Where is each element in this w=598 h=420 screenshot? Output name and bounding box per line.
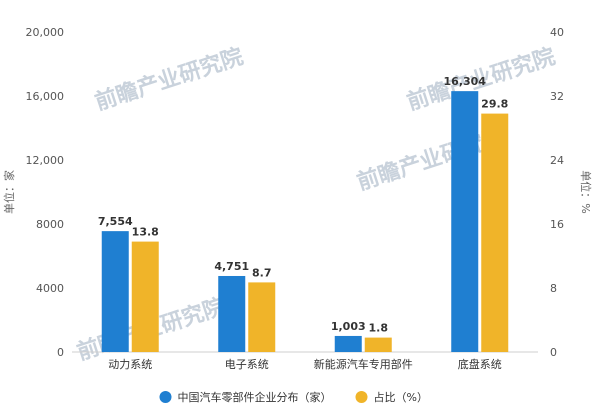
- legend-marker[interactable]: [355, 391, 368, 403]
- y-left-tick-label: 20,000: [26, 26, 65, 39]
- y-left-tick-label: 0: [57, 346, 64, 359]
- data-label: 7,554: [98, 215, 133, 228]
- data-label: 13.8: [132, 226, 159, 239]
- bar-share[interactable]: [364, 337, 392, 352]
- y-left-axis-title: 单位：家: [2, 170, 16, 214]
- y-left-tick-label: 12,000: [26, 154, 65, 167]
- y-right-tick-label: 32: [550, 90, 564, 103]
- y-left-tick-label: 16,000: [26, 90, 65, 103]
- axes: 0 4000 8000 12,000 16,000 20,000 0 8 16 24 32 40 单位：…: [2, 26, 593, 371]
- legend: 中国汽车零部件企业分布（家） 占比（%）: [159, 390, 428, 404]
- bar-share[interactable]: [481, 113, 509, 352]
- legend-label[interactable]: 占比（%）: [374, 390, 428, 404]
- bar-count[interactable]: [334, 335, 362, 352]
- data-label: 16,304: [444, 75, 487, 88]
- data-labels: 7,554 4,751 1,003 16,304 13.8 8.7 1.8 29.8: [98, 75, 508, 334]
- y-left-tick-label: 8000: [36, 218, 64, 231]
- data-label: 4,751: [214, 260, 249, 273]
- bar-count[interactable]: [101, 231, 129, 352]
- data-label: 1.8: [369, 322, 389, 335]
- data-label: 29.8: [481, 98, 508, 111]
- y-right-tick-label: 40: [550, 26, 564, 39]
- y-right-tick-label: 8: [550, 282, 557, 295]
- y-left-tick-label: 4000: [36, 282, 64, 295]
- bar-share[interactable]: [131, 241, 159, 352]
- category-label: 底盘系统: [458, 357, 502, 371]
- data-label: 8.7: [252, 266, 272, 279]
- bar-count[interactable]: [218, 275, 246, 352]
- watermark-text-1: 前瞻产业研究院: [92, 43, 247, 115]
- data-label: 1,003: [331, 320, 366, 333]
- legend-marker[interactable]: [159, 391, 172, 403]
- y-right-tick-label: 0: [550, 346, 557, 359]
- category-label: 动力系统: [108, 358, 152, 371]
- legend-label[interactable]: 中国汽车零部件企业分布（家）: [178, 390, 332, 404]
- bar-count[interactable]: [451, 91, 479, 353]
- bars: [101, 91, 509, 353]
- bar-share[interactable]: [248, 282, 276, 352]
- y-right-tick-label: 24: [550, 154, 564, 167]
- y-right-axis-title: 单位：%: [579, 170, 593, 213]
- category-label: 电子系统: [225, 358, 269, 371]
- y-right-tick-label: 16: [550, 218, 564, 231]
- category-label: 新能源汽车专用部件: [314, 357, 413, 371]
